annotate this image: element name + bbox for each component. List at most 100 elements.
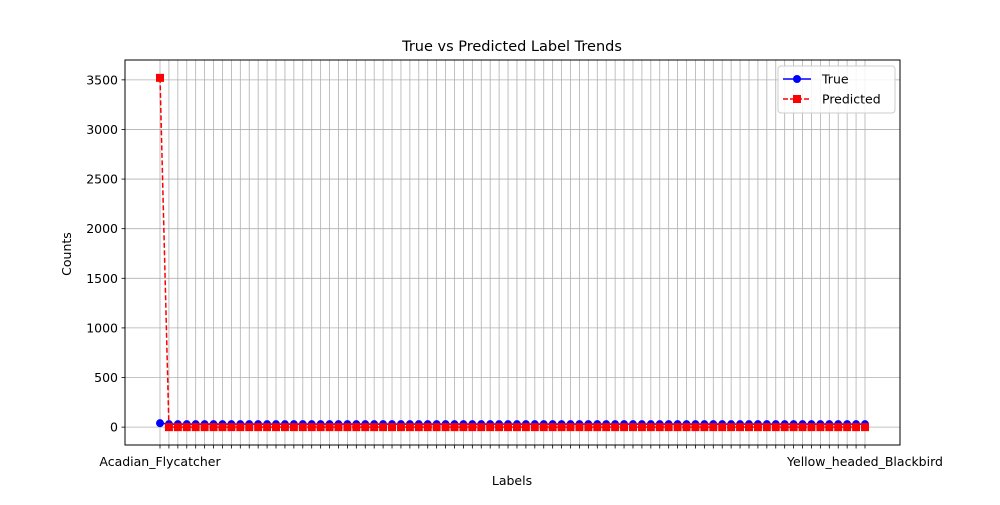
data-point-predicted xyxy=(673,423,682,432)
series-layer xyxy=(156,73,869,432)
data-point-predicted xyxy=(655,423,664,432)
data-point-predicted xyxy=(200,423,209,432)
legend-predicted-marker xyxy=(793,95,801,103)
data-point-predicted xyxy=(280,423,289,432)
x-axis-label: Labels xyxy=(492,473,532,488)
y-axis-label: Counts xyxy=(59,232,74,276)
x-tick-label-last: Yellow_headed_Blackbird xyxy=(786,454,943,469)
y-tick-label: 1500 xyxy=(86,271,118,286)
data-point-predicted xyxy=(441,423,450,432)
data-point-predicted xyxy=(736,423,745,432)
data-point-predicted xyxy=(602,423,611,432)
data-point-predicted xyxy=(521,423,530,432)
grid xyxy=(125,60,900,445)
data-point-predicted xyxy=(227,423,236,432)
data-point-predicted xyxy=(843,423,852,432)
data-point-predicted xyxy=(450,423,459,432)
y-tick-label: 500 xyxy=(94,370,118,385)
data-point-predicted xyxy=(263,423,272,432)
data-point-predicted xyxy=(423,423,432,432)
data-point-predicted xyxy=(414,423,423,432)
data-point-predicted xyxy=(182,423,191,432)
data-point-predicted xyxy=(272,423,281,432)
data-point-predicted xyxy=(486,423,495,432)
data-point-predicted xyxy=(218,423,227,432)
data-point-predicted xyxy=(584,423,593,432)
data-point-predicted xyxy=(209,423,218,432)
data-point-predicted xyxy=(575,423,584,432)
data-point-predicted xyxy=(611,423,620,432)
data-point-predicted xyxy=(628,423,637,432)
data-point-predicted xyxy=(825,423,834,432)
data-point-predicted xyxy=(539,423,548,432)
y-tick-label: 3500 xyxy=(86,72,118,87)
data-point-predicted xyxy=(780,423,789,432)
data-point-predicted xyxy=(334,423,343,432)
data-point-predicted xyxy=(289,423,298,432)
data-point-predicted xyxy=(298,423,307,432)
legend-predicted-label: Predicted xyxy=(822,92,881,107)
data-point-predicted xyxy=(798,423,807,432)
chart-title: True vs Predicted Label Trends xyxy=(401,39,622,55)
data-point-predicted xyxy=(388,423,397,432)
data-point-predicted xyxy=(468,423,477,432)
data-point-predicted xyxy=(727,423,736,432)
data-point-predicted xyxy=(459,423,468,432)
data-point-predicted xyxy=(566,423,575,432)
data-point-predicted xyxy=(477,423,486,432)
y-tick-label: 1000 xyxy=(86,320,118,335)
data-point-predicted xyxy=(718,423,727,432)
data-point-predicted xyxy=(325,423,334,432)
data-point-predicted xyxy=(762,423,771,432)
data-point-predicted xyxy=(432,423,441,432)
data-point-predicted xyxy=(405,423,414,432)
data-point-predicted xyxy=(316,423,325,432)
legend-box xyxy=(777,65,896,114)
data-point-predicted xyxy=(709,423,718,432)
data-point-predicted xyxy=(343,423,352,432)
data-point-predicted xyxy=(744,423,753,432)
data-point-predicted xyxy=(691,423,700,432)
data-point-predicted xyxy=(173,423,182,432)
data-point-predicted xyxy=(548,423,557,432)
data-point-predicted xyxy=(236,423,245,432)
data-point-predicted xyxy=(664,423,673,432)
data-point-predicted xyxy=(156,73,164,82)
data-point-predicted xyxy=(504,423,513,432)
data-point-predicted xyxy=(807,423,816,432)
legend-true-label: True xyxy=(821,72,849,87)
data-point-predicted xyxy=(861,423,869,432)
y-axis-ticks: 0 500 1000 1500 2000 2500 3000 3500 xyxy=(86,72,125,435)
data-point-predicted xyxy=(816,423,825,432)
data-point-predicted xyxy=(593,423,602,432)
data-point-predicted xyxy=(396,423,405,432)
data-point-predicted xyxy=(307,423,316,432)
data-point-predicted xyxy=(646,423,655,432)
data-point-predicted xyxy=(753,423,762,432)
x-axis-ticks: Acadian_Flycatcher Yellow_headed_Blackbir… xyxy=(99,445,943,469)
data-point-predicted xyxy=(245,423,254,432)
data-point-predicted xyxy=(852,423,861,432)
data-point-predicted xyxy=(557,423,566,432)
x-tick-label-first: Acadian_Flycatcher xyxy=(99,454,221,469)
plot-frame xyxy=(124,59,901,446)
data-point-predicted xyxy=(834,423,843,432)
data-point-predicted xyxy=(682,423,691,432)
data-point-predicted xyxy=(771,423,780,432)
data-point-predicted xyxy=(637,423,646,432)
y-tick-label: 2500 xyxy=(86,172,118,187)
data-point-predicted xyxy=(495,423,504,432)
data-point-true xyxy=(156,419,164,428)
data-point-predicted xyxy=(370,423,379,432)
data-point-predicted xyxy=(191,423,200,432)
legend-true-marker xyxy=(793,75,801,83)
legend: True Predicted xyxy=(777,65,896,114)
y-tick-label: 2000 xyxy=(86,221,118,236)
data-point-predicted xyxy=(361,423,370,432)
data-point-predicted xyxy=(379,423,388,432)
data-point-predicted xyxy=(164,423,173,432)
data-point-predicted xyxy=(530,423,539,432)
y-tick-label: 3000 xyxy=(86,122,118,137)
